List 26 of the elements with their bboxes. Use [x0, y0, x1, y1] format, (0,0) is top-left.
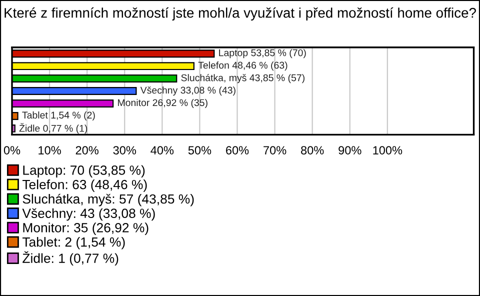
data-label: Sluchátka, myš 43,85 % (57)	[181, 74, 304, 84]
x-tick-label: 40%	[150, 146, 174, 154]
chart-title: Které z firemních možností jste mohl/a využívat i před možností home office?	[4, 7, 476, 21]
data-label: Tablet 1,54 % (2)	[22, 111, 95, 120]
data-label: Telefon 48,46 % (63)	[198, 62, 288, 71]
legend-label: Telefon: 63 (48,46 %)	[22, 180, 147, 192]
x-tick-label: 90%	[338, 146, 362, 154]
x-tick-label: 10%	[38, 146, 61, 154]
legend-label: Tablet: 2 (1,54 %)	[22, 237, 125, 250]
data-label: Laptop 53,85 % (70)	[219, 49, 306, 58]
x-tick-label: 100%	[373, 146, 402, 154]
x-tick-label: 0%	[4, 146, 20, 154]
data-label: Židle 0,77 % (1)	[19, 123, 88, 134]
legend-label: Sluchátka, myš: 57 (43,85 %)	[22, 194, 194, 206]
data-label: Všechny 33,08 % (43)	[140, 86, 236, 96]
legend-label: Monitor: 35 (26,92 %)	[23, 222, 148, 235]
legend-label: Židle: 1 (0,77 %)	[22, 251, 118, 266]
data-label: Monitor 26,92 % (35)	[118, 98, 208, 108]
legend-label: Všechny: 43 (33,08 %)	[22, 208, 155, 221]
x-tick-label: 30%	[113, 146, 136, 154]
x-tick-label: 80%	[301, 146, 324, 154]
legend-label: Laptop: 70 (53,85 %)	[23, 165, 145, 178]
x-tick-label: 70%	[264, 146, 286, 154]
x-tick-label: 50%	[188, 146, 212, 154]
x-tick-label: 20%	[76, 146, 98, 154]
x-tick-label: 60%	[226, 146, 249, 154]
